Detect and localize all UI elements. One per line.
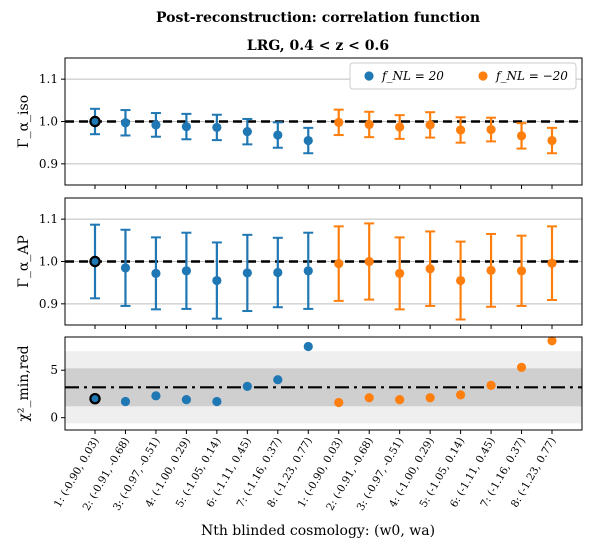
data-point	[303, 135, 313, 146]
legend-marker-fnl-neg	[478, 71, 488, 81]
data-point	[212, 122, 222, 133]
data-point	[425, 393, 435, 403]
y-tick-label: 0.9	[39, 297, 58, 311]
data-point	[516, 131, 527, 141]
plot-layer: 0.9 1.0 1.1 Γ_α_iso 0.9 1.0 1.1 Γ_α_AP 0 5 χ²_min,…	[16, 57, 583, 513]
data-point	[456, 125, 466, 135]
data-point	[547, 336, 557, 346]
panel-frame	[64, 57, 583, 186]
data-point	[456, 390, 466, 400]
data-point	[120, 396, 131, 407]
data-point	[120, 118, 131, 128]
legend: f_NL = 20 f_NL = −20	[349, 62, 577, 90]
chart-title: Post-reconstruction: correlation functio…	[156, 10, 480, 26]
data-point	[547, 135, 557, 146]
data-point	[486, 265, 496, 275]
panel-frame	[64, 197, 583, 326]
data-point	[364, 256, 374, 267]
y-tick-label: 5	[50, 363, 58, 377]
y-tick-label: 1.0	[39, 255, 58, 269]
data-point	[273, 130, 283, 140]
data-point	[89, 392, 101, 405]
data-point	[151, 268, 161, 278]
data-point	[516, 266, 527, 276]
data-point	[395, 395, 405, 405]
data-point	[151, 391, 161, 401]
data-point	[486, 124, 496, 135]
data-point	[273, 375, 283, 385]
legend-label-fnl-pos: f_NL = 20	[381, 69, 444, 83]
data-point	[334, 259, 344, 269]
panel-frame	[64, 336, 583, 431]
data-point	[242, 381, 252, 391]
data-point	[303, 266, 313, 276]
data-point	[181, 395, 191, 405]
data-point	[395, 268, 405, 278]
data-point	[151, 120, 161, 130]
legend-marker-fnl-pos	[364, 71, 374, 81]
data-point	[181, 121, 191, 132]
x-axis-label: Nth blinded cosmology: (w0, wa)	[201, 523, 435, 539]
data-point	[456, 275, 466, 286]
data-point	[273, 267, 283, 278]
data-point	[242, 268, 252, 278]
data-point	[212, 275, 222, 286]
data-point	[120, 263, 131, 273]
data-point	[364, 393, 374, 403]
data-point	[334, 397, 344, 408]
data-point	[181, 266, 191, 276]
y-tick-label: 1.1	[39, 72, 58, 86]
chart-subtitle: LRG, 0.4 < z < 0.6	[247, 38, 389, 54]
data-point	[89, 115, 101, 128]
y-tick-label: 1.0	[39, 115, 58, 129]
data-point	[212, 396, 222, 407]
y-axis-label: Γ_α_AP	[16, 235, 32, 288]
y-axis-label: χ²_min,red	[16, 345, 32, 421]
data-point	[486, 380, 496, 390]
data-point	[242, 127, 252, 137]
data-point	[425, 264, 435, 274]
y-tick-label: 0	[50, 411, 58, 425]
data-point	[516, 362, 527, 372]
y-tick-label: 0.9	[39, 157, 58, 171]
data-point	[334, 117, 344, 127]
legend-box	[349, 62, 577, 90]
data-point	[303, 341, 313, 352]
legend-label-fnl-neg: f_NL = −20	[495, 69, 568, 83]
data-point	[89, 255, 101, 268]
data-point	[425, 120, 435, 130]
data-point	[364, 119, 374, 130]
y-axis-label: Γ_α_iso	[16, 95, 32, 148]
y-tick-label: 1.1	[39, 212, 58, 226]
data-point	[395, 122, 405, 132]
data-point	[547, 258, 557, 268]
